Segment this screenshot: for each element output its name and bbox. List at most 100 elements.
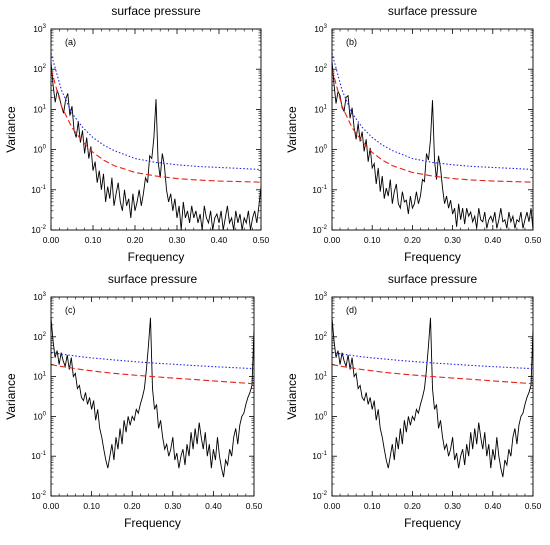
series-dotted-line <box>332 352 533 370</box>
y-tick-label: 101 <box>314 372 327 382</box>
y-tick-label: 10-2 <box>31 491 46 501</box>
y-tick-label: 10-1 <box>31 451 46 461</box>
y-tick-base: 10 <box>33 145 43 155</box>
y-tick-base: 10 <box>314 64 324 74</box>
series-dashed-line <box>332 69 533 183</box>
y-tick-exponent: 2 <box>43 64 47 70</box>
series-solid-line <box>51 62 261 230</box>
x-axis-label: Frequency <box>124 516 181 530</box>
y-tick-base: 10 <box>33 24 43 34</box>
y-tick-exponent: -1 <box>41 185 47 191</box>
y-tick-exponent: 2 <box>324 64 328 70</box>
y-tick-label: 10-1 <box>312 451 327 461</box>
series-solid-line <box>332 60 533 230</box>
x-tick-label: 0.10 <box>364 501 381 511</box>
x-tick-label: 0.30 <box>444 501 461 511</box>
panel-title: surface pressure <box>108 272 198 286</box>
y-tick-exponent: -2 <box>322 491 328 497</box>
y-tick-base: 10 <box>314 332 324 342</box>
y-tick-label: 101 <box>33 372 46 382</box>
y-tick-label: 103 <box>314 292 327 302</box>
y-tick-base: 10 <box>33 292 43 302</box>
y-tick-exponent: -1 <box>322 185 328 191</box>
x-axis-label: Frequency <box>404 516 461 530</box>
y-tick-label: 102 <box>33 332 46 342</box>
x-tick-label: 0.40 <box>485 501 502 511</box>
y-tick-exponent: -2 <box>41 491 47 497</box>
y-tick-exponent: 1 <box>43 104 47 110</box>
x-tick-label: 0.20 <box>404 235 421 245</box>
y-tick-base: 10 <box>312 451 322 461</box>
y-tick-label: 102 <box>314 332 327 342</box>
x-tick-label: 0.00 <box>43 501 60 511</box>
y-tick-base: 10 <box>312 491 322 501</box>
x-tick-label: 0.00 <box>324 235 341 245</box>
plot-frame <box>331 296 534 497</box>
y-tick-label: 100 <box>33 411 46 421</box>
x-tick-label: 0.30 <box>165 501 182 511</box>
y-tick-exponent: 1 <box>43 372 47 378</box>
y-tick-base: 10 <box>33 411 43 421</box>
panel-label: (c) <box>65 305 76 315</box>
y-tick-exponent: 3 <box>43 24 47 30</box>
y-tick-label: 103 <box>314 24 327 34</box>
y-tick-exponent: 0 <box>43 145 47 151</box>
y-tick-exponent: 0 <box>43 411 47 417</box>
y-tick-label: 10-1 <box>31 185 46 195</box>
x-tick-label: 0.10 <box>364 235 381 245</box>
x-tick-label: 0.40 <box>211 235 228 245</box>
y-tick-base: 10 <box>312 185 322 195</box>
y-tick-base: 10 <box>31 451 41 461</box>
x-tick-label: 0.50 <box>246 501 263 511</box>
x-tick-label: 0.00 <box>43 235 60 245</box>
y-tick-label: 101 <box>314 104 327 114</box>
series-dashed-line <box>51 364 254 385</box>
series-dotted-line <box>51 352 254 370</box>
y-tick-base: 10 <box>31 491 41 501</box>
y-tick-label: 103 <box>33 24 46 34</box>
series-dashed-line <box>332 364 533 385</box>
x-tick-label: 0.30 <box>169 235 186 245</box>
y-tick-base: 10 <box>31 185 41 195</box>
panel-title: surface pressure <box>388 272 478 286</box>
x-tick-label: 0.50 <box>525 235 542 245</box>
series-dotted-line <box>332 53 533 171</box>
panel-label: (a) <box>65 37 76 47</box>
y-tick-exponent: 2 <box>43 332 47 338</box>
x-tick-label: 0.10 <box>83 501 100 511</box>
x-tick-label: 0.50 <box>525 501 542 511</box>
y-axis-label: Variance <box>285 106 299 153</box>
y-tick-label: 10-2 <box>312 491 327 501</box>
y-tick-exponent: 0 <box>324 411 328 417</box>
y-tick-base: 10 <box>33 104 43 114</box>
x-tick-label: 0.20 <box>124 501 141 511</box>
series-dotted-line <box>51 53 261 171</box>
y-tick-exponent: 2 <box>324 332 328 338</box>
y-tick-exponent: 3 <box>324 24 328 30</box>
x-tick-label: 0.40 <box>205 501 222 511</box>
x-tick-label: 0.10 <box>85 235 102 245</box>
x-tick-label: 0.20 <box>404 501 421 511</box>
y-tick-exponent: 1 <box>324 372 328 378</box>
y-tick-base: 10 <box>33 332 43 342</box>
y-tick-label: 100 <box>314 411 327 421</box>
y-tick-exponent: 3 <box>43 292 47 298</box>
x-tick-label: 0.30 <box>444 235 461 245</box>
y-tick-label: 10-1 <box>312 185 327 195</box>
plot-frame <box>331 28 534 231</box>
y-tick-base: 10 <box>314 411 324 421</box>
y-tick-exponent: -2 <box>41 225 47 231</box>
y-tick-exponent: -1 <box>322 451 328 457</box>
y-tick-base: 10 <box>31 225 41 235</box>
panel-label: (d) <box>346 305 357 315</box>
panel-title: surface pressure <box>111 4 201 18</box>
y-tick-exponent: 1 <box>324 104 328 110</box>
series-solid-line <box>51 317 254 478</box>
y-tick-exponent: 3 <box>324 292 328 298</box>
